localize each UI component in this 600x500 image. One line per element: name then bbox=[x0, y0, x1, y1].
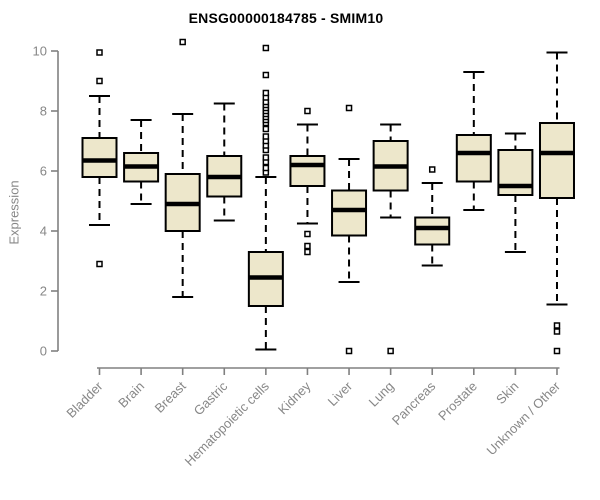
box-hematopoietic-cells-outlier bbox=[262, 44, 270, 52]
x-tick-label: Pancreas bbox=[389, 378, 439, 428]
box-pancreas-outlier bbox=[428, 166, 436, 173]
box-hematopoietic-cells-outlier bbox=[262, 89, 270, 97]
box-bladder-outlier bbox=[96, 77, 103, 85]
y-tick-label: 0 bbox=[40, 344, 47, 359]
box-hematopoietic-cells-outlier bbox=[262, 71, 270, 79]
box-hematopoietic-cells-outlier bbox=[262, 154, 270, 161]
box-lung-outlier bbox=[387, 347, 394, 355]
box-prostate bbox=[455, 134, 492, 183]
box-kidney-outlier bbox=[304, 107, 311, 115]
box-kidney-outlier bbox=[304, 248, 311, 256]
box-hematopoietic-cells-outlier bbox=[262, 133, 270, 140]
box-unknown-other-outlier bbox=[553, 347, 561, 355]
box-liver-outlier bbox=[345, 347, 353, 355]
y-tick-label: 4 bbox=[40, 224, 47, 239]
x-tick-label: Kidney bbox=[275, 378, 314, 417]
box-unknown-other-outlier bbox=[553, 328, 561, 335]
x-tick-label: Gastric bbox=[191, 378, 231, 418]
box-hematopoietic-cells-outlier bbox=[262, 164, 270, 172]
x-tick-label: Unknown / Other bbox=[484, 378, 564, 458]
y-tick-label: 8 bbox=[40, 104, 47, 119]
box-unknown-other-outlier bbox=[553, 322, 561, 329]
y-tick-label: 2 bbox=[40, 284, 47, 299]
box-liver bbox=[331, 189, 368, 237]
box-bladder-outlier bbox=[96, 260, 103, 268]
box-bladder bbox=[81, 137, 118, 178]
x-tick-label: Brain bbox=[115, 379, 147, 411]
x-tick-label: Bladder bbox=[63, 378, 106, 421]
x-tick-label: Lung bbox=[366, 379, 397, 410]
x-tick-label: Skin bbox=[493, 379, 521, 407]
box-unknown-other bbox=[538, 122, 575, 199]
x-tick-label: Prostate bbox=[435, 379, 480, 424]
box-pancreas bbox=[414, 216, 451, 246]
box-breast-outlier bbox=[179, 38, 186, 46]
box-bladder-outlier bbox=[96, 49, 103, 56]
chart-title: ENSG00000184785 - SMIM10 bbox=[188, 10, 384, 26]
x-tick-label: Breast bbox=[152, 378, 189, 415]
box-hematopoietic-cells-outlier bbox=[262, 125, 270, 133]
box-kidney bbox=[289, 155, 326, 187]
y-tick-label: 10 bbox=[33, 44, 47, 59]
y-tick-label: 6 bbox=[40, 164, 47, 179]
box-kidney-outlier bbox=[304, 230, 311, 238]
box-liver-outlier bbox=[345, 104, 353, 112]
x-tick-label: Liver bbox=[325, 378, 356, 409]
box-kidney-outlier bbox=[304, 242, 311, 250]
